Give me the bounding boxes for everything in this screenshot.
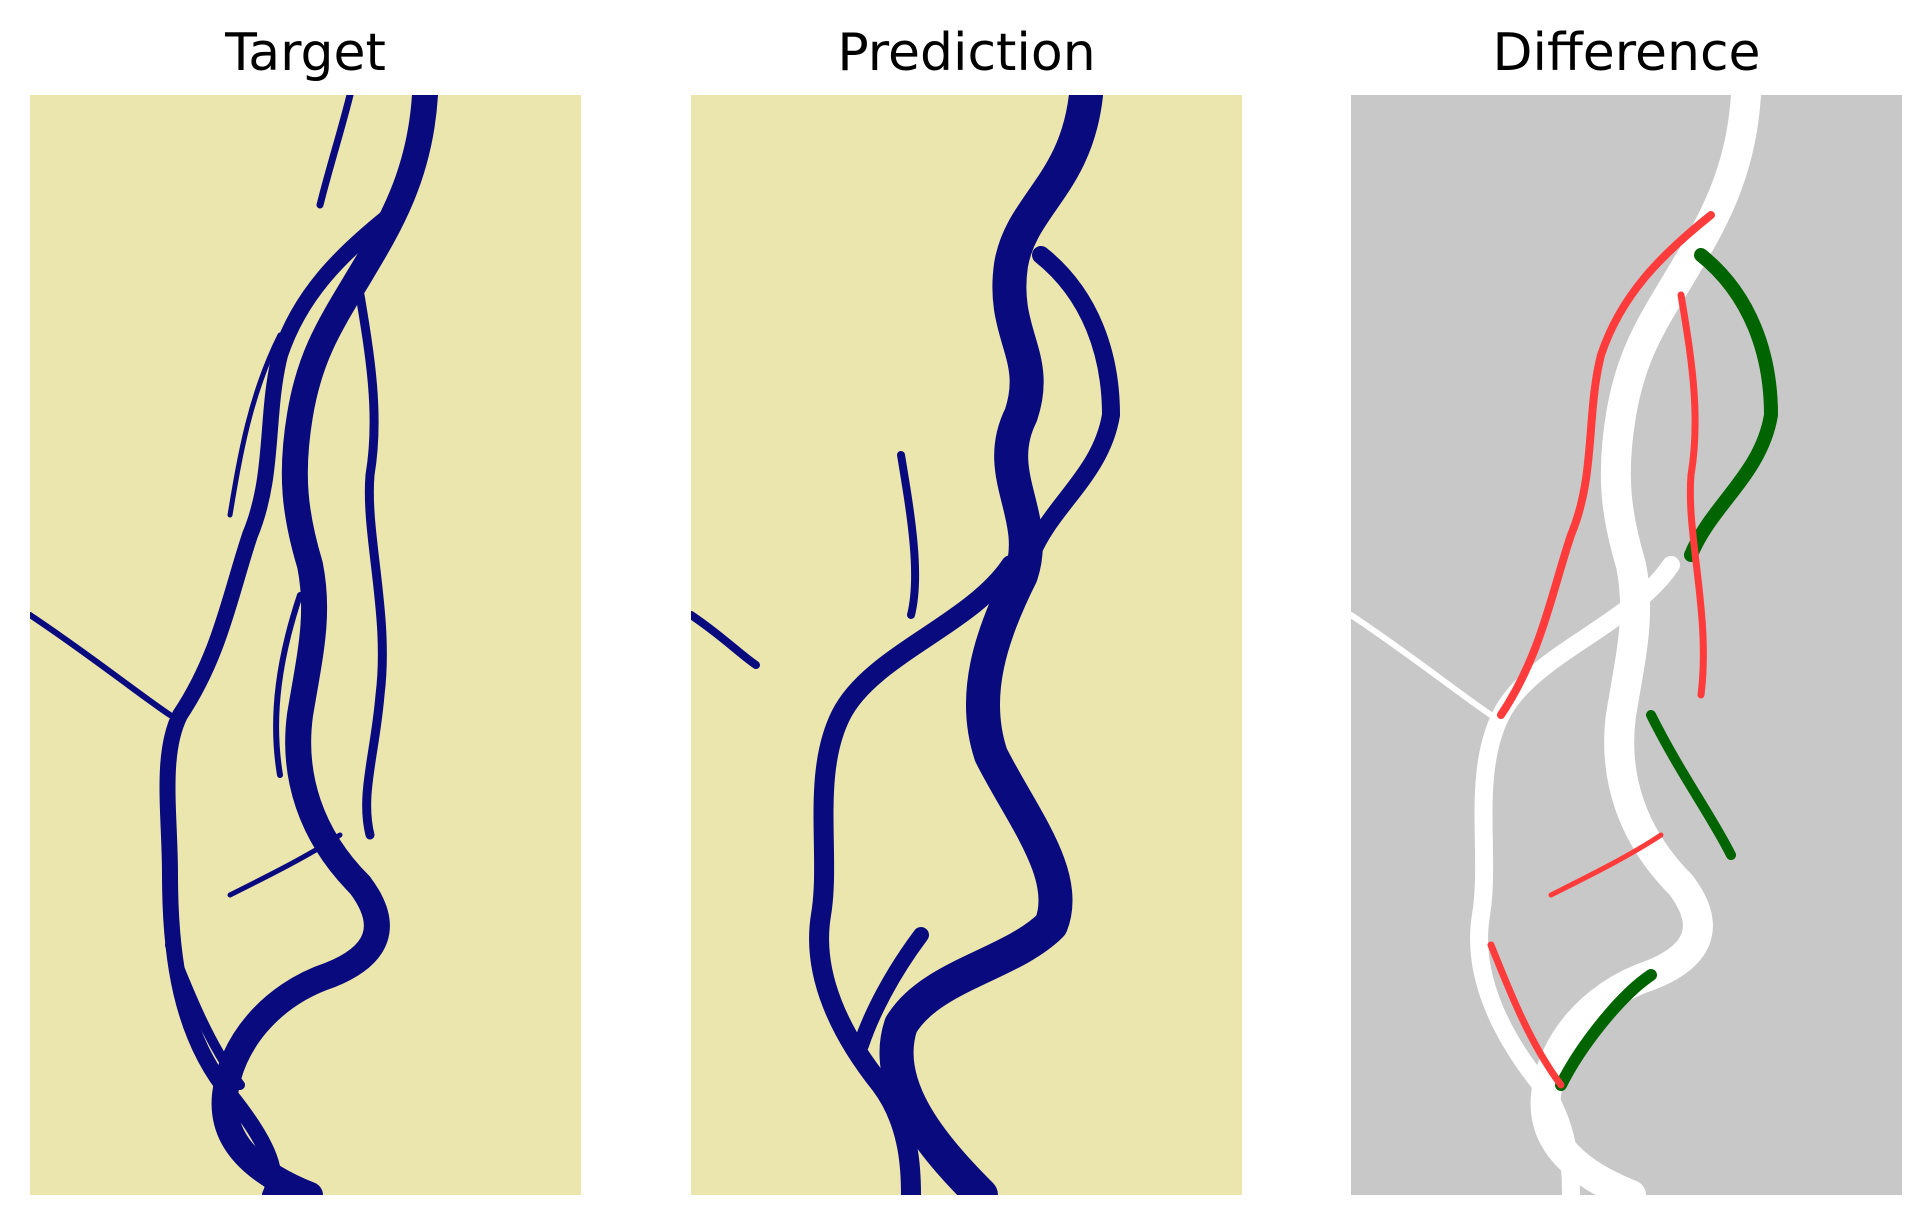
prediction-branch-b xyxy=(853,927,929,1053)
difference-mask-image xyxy=(1351,95,1902,1195)
prediction-river-map xyxy=(691,95,1242,1195)
target-middle-channel xyxy=(355,290,387,840)
difference-extra-mid xyxy=(1646,710,1736,860)
difference-missed-west xyxy=(1497,211,1715,719)
difference-title: Difference xyxy=(1492,23,1761,83)
difference-river-map xyxy=(1351,95,1902,1195)
target-mask-image xyxy=(30,95,581,1195)
difference-extra-east xyxy=(1684,248,1778,562)
prediction-channels xyxy=(691,95,1120,1195)
difference-tributary-agree xyxy=(1351,612,1494,718)
prediction-main-channel xyxy=(879,95,1103,1195)
target-branch-a xyxy=(227,332,283,518)
difference-missed-south xyxy=(1487,941,1565,1089)
prediction-east-loop xyxy=(1022,246,1120,564)
difference-false-negative xyxy=(1487,211,1715,1089)
prediction-west-channel xyxy=(809,555,1021,1195)
difference-missed-cross xyxy=(1548,832,1664,898)
difference-agreement-channels xyxy=(1351,95,1761,1195)
target-channels xyxy=(30,95,438,1195)
difference-west-agree xyxy=(1470,556,1680,1195)
difference-main-agree xyxy=(1530,95,1761,1195)
prediction-mask-image xyxy=(691,95,1242,1195)
difference-false-positive xyxy=(1555,248,1778,1091)
target-title: Target xyxy=(225,23,386,83)
target-branch-d xyxy=(316,95,354,209)
target-branch-c xyxy=(165,940,245,1090)
target-tributary-left xyxy=(30,612,173,718)
target-branch-e xyxy=(227,832,343,898)
prediction-title: Prediction xyxy=(837,23,1096,83)
difference-extra-south xyxy=(1555,969,1657,1091)
target-branch-b xyxy=(273,592,303,778)
target-west-channel xyxy=(159,207,398,1195)
target-river-map xyxy=(30,95,581,1195)
prediction-branch-a xyxy=(897,451,920,619)
target-main-channel xyxy=(211,95,438,1195)
difference-missed-middle xyxy=(1677,291,1707,699)
prediction-background xyxy=(691,95,1242,1195)
prediction-tributary-left xyxy=(691,611,760,669)
